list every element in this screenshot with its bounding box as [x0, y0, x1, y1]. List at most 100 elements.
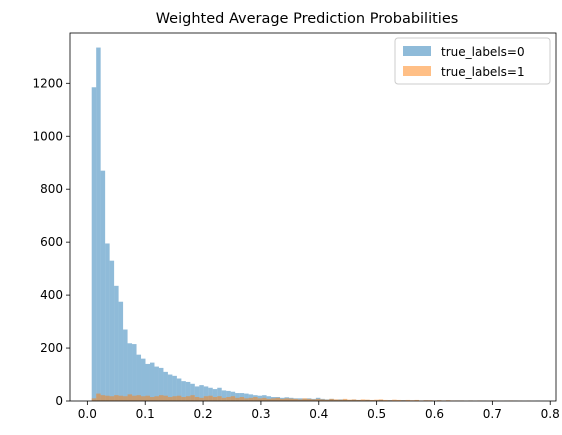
bars-layer — [91, 47, 541, 402]
histogram-bar — [96, 393, 101, 401]
histogram-bar — [100, 395, 106, 401]
histogram-bar — [163, 395, 168, 401]
histogram-bar — [185, 396, 191, 401]
histogram-bar — [244, 398, 249, 401]
histogram-bar — [145, 395, 150, 401]
histogram-bar — [239, 397, 245, 401]
histogram-bar — [275, 397, 281, 401]
chart-title: Weighted Average Prediction Probabilitie… — [156, 11, 459, 27]
series-1-bars — [91, 393, 532, 401]
histogram-bar — [248, 394, 254, 401]
x-axis: 0.0 0.1 0.2 0.3 0.4 0.5 0.6 0.7 0.8 — [78, 401, 560, 421]
histogram-bar — [221, 397, 227, 401]
histogram-bar — [302, 398, 307, 401]
histogram-bar — [136, 395, 142, 401]
histogram-bar — [365, 399, 370, 401]
histogram-bar — [208, 387, 213, 401]
histogram-bar — [212, 389, 218, 401]
histogram-bar — [199, 397, 204, 401]
histogram-bar — [288, 398, 294, 401]
histogram-bar — [226, 390, 231, 401]
y-tick-label: 400 — [40, 288, 63, 302]
y-tick-label: 600 — [40, 235, 63, 249]
y-tick-label: 800 — [40, 182, 63, 196]
histogram-bar — [127, 343, 133, 401]
legend-label: true_labels=0 — [441, 45, 525, 59]
histogram-bar — [266, 396, 272, 401]
histogram-bar — [185, 381, 191, 401]
histogram-bar — [396, 399, 402, 401]
histogram-bar — [347, 399, 352, 401]
histogram-bar — [114, 395, 119, 401]
histogram-bar — [297, 399, 303, 401]
histogram-bar — [167, 397, 173, 401]
histogram-bar — [315, 398, 321, 401]
histogram-bar — [141, 396, 146, 401]
histogram-bar — [114, 285, 119, 401]
histogram-bar — [136, 354, 142, 401]
histogram-bar — [109, 260, 115, 401]
series-0-bars — [91, 47, 541, 402]
histogram-bar — [154, 366, 159, 401]
legend: true_labels=0 true_labels=1 — [394, 37, 551, 85]
histogram-bar — [235, 393, 240, 401]
histogram-bar — [105, 243, 110, 401]
histogram-bar — [109, 396, 115, 401]
histogram-bar — [190, 383, 195, 401]
histogram-bar — [203, 386, 209, 401]
histogram-bar — [172, 375, 177, 401]
histogram-bar — [127, 394, 133, 401]
histogram-bar — [123, 396, 128, 401]
histogram-bar — [172, 396, 177, 401]
histogram-bar — [374, 399, 379, 401]
histogram-bar — [383, 399, 388, 401]
histogram-bar — [132, 395, 137, 401]
histogram-bar — [203, 396, 209, 401]
x-tick-label: 0.0 — [78, 407, 97, 421]
histogram-bar — [253, 397, 258, 401]
x-tick-label: 0.8 — [541, 407, 560, 421]
histogram-bar — [405, 399, 411, 401]
x-tick-label: 0.5 — [367, 407, 386, 421]
y-tick-label: 1000 — [32, 129, 63, 143]
plot-area-frame — [69, 32, 557, 402]
y-tick-label: 200 — [40, 341, 63, 355]
histogram-bar — [181, 397, 186, 401]
histogram-bar — [212, 397, 218, 401]
histogram-bar — [262, 397, 267, 401]
histogram-bar — [311, 399, 316, 401]
histogram-bar — [149, 362, 155, 401]
histogram-bar — [132, 344, 137, 401]
histogram-bar — [176, 378, 182, 401]
histogram-bar — [145, 363, 150, 401]
x-tick-label: 0.6 — [425, 407, 444, 421]
histogram-bar — [217, 387, 222, 401]
histogram-bar — [338, 399, 343, 401]
histogram-bar — [248, 397, 254, 401]
y-axis: 0 200 400 600 800 1000 1200 — [32, 76, 70, 408]
histogram-bar — [221, 390, 227, 401]
histogram-bar — [306, 398, 312, 401]
histogram-bar — [118, 395, 124, 401]
histogram-bar — [217, 396, 222, 401]
histogram-bar — [271, 398, 276, 401]
histogram-bar — [163, 371, 168, 401]
histogram-bar — [158, 395, 164, 401]
histogram-bar — [96, 47, 101, 402]
y-tick-label: 0 — [55, 394, 63, 408]
histogram-bar — [141, 358, 146, 401]
histogram-bar — [414, 399, 420, 401]
x-tick-label: 0.4 — [309, 407, 328, 421]
histogram-bar — [149, 397, 155, 401]
histogram-bar — [167, 374, 173, 401]
histogram-bar — [230, 396, 236, 401]
histogram-bar — [293, 398, 298, 401]
histogram-bar — [329, 398, 334, 401]
legend-label: true_labels=1 — [441, 65, 525, 79]
histogram-bar — [154, 396, 159, 401]
histogram-bar — [235, 397, 240, 401]
histogram-bar — [199, 385, 204, 401]
histogram-bar — [181, 381, 186, 401]
histogram-bar — [118, 301, 124, 401]
